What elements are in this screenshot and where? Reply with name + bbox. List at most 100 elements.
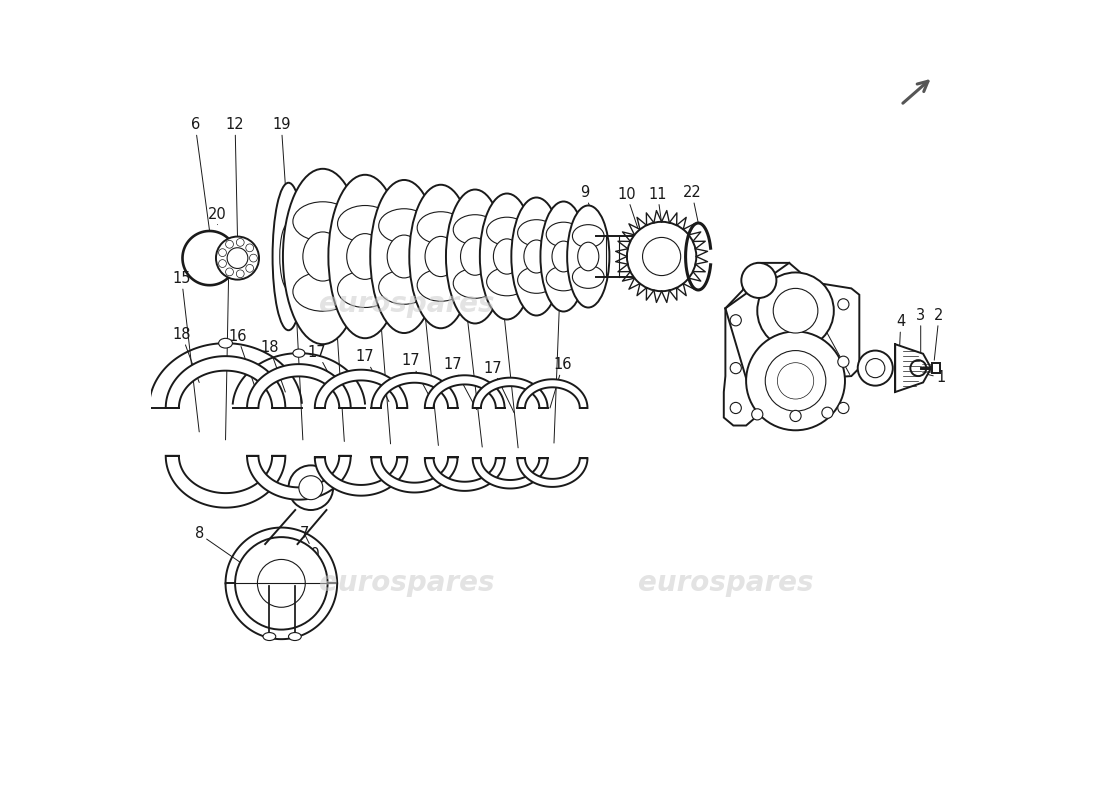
Text: 17: 17 <box>355 350 389 402</box>
Ellipse shape <box>453 214 497 245</box>
Ellipse shape <box>219 338 232 348</box>
Ellipse shape <box>283 169 363 344</box>
Polygon shape <box>517 379 587 408</box>
Circle shape <box>219 260 227 267</box>
Text: 17: 17 <box>308 345 341 397</box>
Circle shape <box>227 248 248 269</box>
Circle shape <box>226 240 233 248</box>
Circle shape <box>838 402 849 414</box>
Text: 21: 21 <box>260 590 278 607</box>
Ellipse shape <box>547 222 581 247</box>
Ellipse shape <box>293 349 305 358</box>
Ellipse shape <box>578 242 598 270</box>
Ellipse shape <box>273 182 305 330</box>
Text: 15: 15 <box>286 277 304 440</box>
Circle shape <box>627 222 696 291</box>
Text: 22: 22 <box>682 186 702 223</box>
Text: 4: 4 <box>896 314 905 356</box>
Ellipse shape <box>540 202 586 311</box>
Circle shape <box>838 298 849 310</box>
Circle shape <box>245 265 254 272</box>
Ellipse shape <box>417 269 464 302</box>
Text: 14: 14 <box>367 265 390 444</box>
Text: 3: 3 <box>916 308 925 358</box>
Circle shape <box>245 244 254 252</box>
Ellipse shape <box>572 266 604 288</box>
Polygon shape <box>425 458 505 491</box>
Text: 14: 14 <box>411 265 439 446</box>
Text: 20: 20 <box>299 547 320 563</box>
Ellipse shape <box>302 232 343 281</box>
Ellipse shape <box>417 212 464 244</box>
Text: 16: 16 <box>228 329 255 387</box>
Ellipse shape <box>338 271 393 307</box>
Text: 8: 8 <box>195 526 241 562</box>
Polygon shape <box>372 373 458 408</box>
Text: 13: 13 <box>551 273 570 443</box>
Ellipse shape <box>279 223 297 290</box>
Circle shape <box>746 331 845 430</box>
Ellipse shape <box>346 234 384 279</box>
Text: 16: 16 <box>550 358 572 408</box>
Bar <box>932 363 939 373</box>
Text: 9: 9 <box>580 186 597 225</box>
Polygon shape <box>248 456 351 500</box>
Polygon shape <box>166 456 285 508</box>
Circle shape <box>757 273 834 349</box>
Ellipse shape <box>461 238 490 275</box>
Text: 20: 20 <box>422 197 454 217</box>
Ellipse shape <box>446 190 504 323</box>
Ellipse shape <box>524 240 549 273</box>
Ellipse shape <box>518 267 556 294</box>
Circle shape <box>730 402 741 414</box>
Text: 7: 7 <box>300 526 309 543</box>
Circle shape <box>838 356 849 367</box>
Ellipse shape <box>378 209 429 243</box>
Ellipse shape <box>378 270 429 304</box>
Text: 14: 14 <box>323 265 344 442</box>
Ellipse shape <box>371 180 438 333</box>
Ellipse shape <box>486 267 527 296</box>
Ellipse shape <box>338 206 393 242</box>
Circle shape <box>751 409 763 420</box>
Circle shape <box>219 249 227 257</box>
Ellipse shape <box>552 241 575 272</box>
Polygon shape <box>248 364 351 408</box>
Ellipse shape <box>547 266 581 291</box>
Ellipse shape <box>494 239 520 274</box>
Ellipse shape <box>453 268 497 298</box>
Circle shape <box>235 537 328 630</box>
Ellipse shape <box>263 633 276 641</box>
Circle shape <box>911 360 926 376</box>
Polygon shape <box>517 458 587 487</box>
Ellipse shape <box>512 198 562 315</box>
Circle shape <box>730 362 741 374</box>
Ellipse shape <box>518 220 556 246</box>
Text: 13: 13 <box>220 262 238 440</box>
Ellipse shape <box>293 202 353 241</box>
Polygon shape <box>315 370 407 408</box>
Text: 11: 11 <box>648 187 667 223</box>
Circle shape <box>642 238 681 275</box>
Text: eurospares: eurospares <box>638 570 813 598</box>
Polygon shape <box>166 356 285 408</box>
Text: 14: 14 <box>453 266 482 447</box>
Text: 20: 20 <box>208 206 227 225</box>
Polygon shape <box>372 458 458 493</box>
Ellipse shape <box>288 633 301 641</box>
Circle shape <box>250 254 257 262</box>
Ellipse shape <box>409 185 472 328</box>
Circle shape <box>257 559 306 607</box>
Circle shape <box>790 410 801 422</box>
Circle shape <box>299 476 322 500</box>
Ellipse shape <box>480 194 535 319</box>
Text: 18: 18 <box>173 327 199 382</box>
Text: 1: 1 <box>909 370 945 385</box>
Circle shape <box>730 314 741 326</box>
Ellipse shape <box>568 206 609 307</box>
Ellipse shape <box>572 225 604 247</box>
Circle shape <box>741 263 777 298</box>
Text: 2: 2 <box>934 308 944 360</box>
Polygon shape <box>724 263 859 426</box>
Text: 5: 5 <box>816 314 850 374</box>
